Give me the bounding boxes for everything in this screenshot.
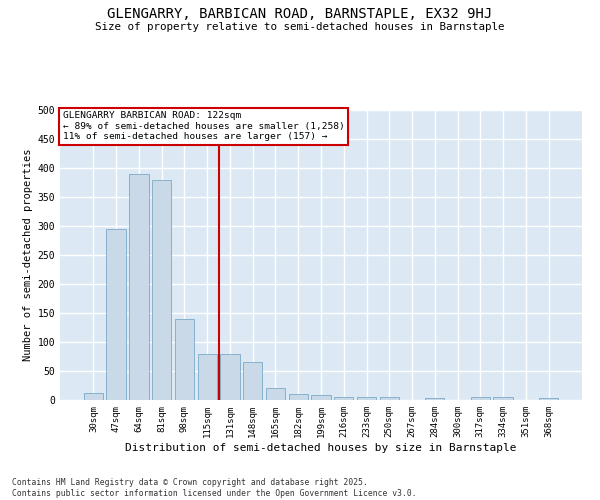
- Y-axis label: Number of semi-detached properties: Number of semi-detached properties: [23, 149, 34, 361]
- Text: GLENGARRY, BARBICAN ROAD, BARNSTAPLE, EX32 9HJ: GLENGARRY, BARBICAN ROAD, BARNSTAPLE, EX…: [107, 8, 493, 22]
- Bar: [84, 393, 103, 400]
- Bar: [175, 319, 194, 400]
- Bar: [311, 396, 331, 400]
- Bar: [470, 397, 490, 400]
- Text: Contains HM Land Registry data © Crown copyright and database right 2025.
Contai: Contains HM Land Registry data © Crown c…: [12, 478, 416, 498]
- Bar: [380, 397, 399, 400]
- Bar: [334, 397, 353, 400]
- Bar: [266, 388, 285, 400]
- Bar: [220, 354, 239, 400]
- Text: Size of property relative to semi-detached houses in Barnstaple: Size of property relative to semi-detach…: [95, 22, 505, 32]
- X-axis label: Distribution of semi-detached houses by size in Barnstaple: Distribution of semi-detached houses by …: [125, 442, 517, 452]
- Bar: [357, 397, 376, 400]
- Bar: [106, 229, 126, 400]
- Bar: [493, 397, 513, 400]
- Bar: [425, 398, 445, 400]
- Text: GLENGARRY BARBICAN ROAD: 122sqm
← 89% of semi-detached houses are smaller (1,258: GLENGARRY BARBICAN ROAD: 122sqm ← 89% of…: [62, 112, 344, 141]
- Bar: [129, 174, 149, 400]
- Bar: [152, 180, 172, 400]
- Bar: [539, 398, 558, 400]
- Bar: [289, 394, 308, 400]
- Bar: [197, 354, 217, 400]
- Bar: [243, 362, 262, 400]
